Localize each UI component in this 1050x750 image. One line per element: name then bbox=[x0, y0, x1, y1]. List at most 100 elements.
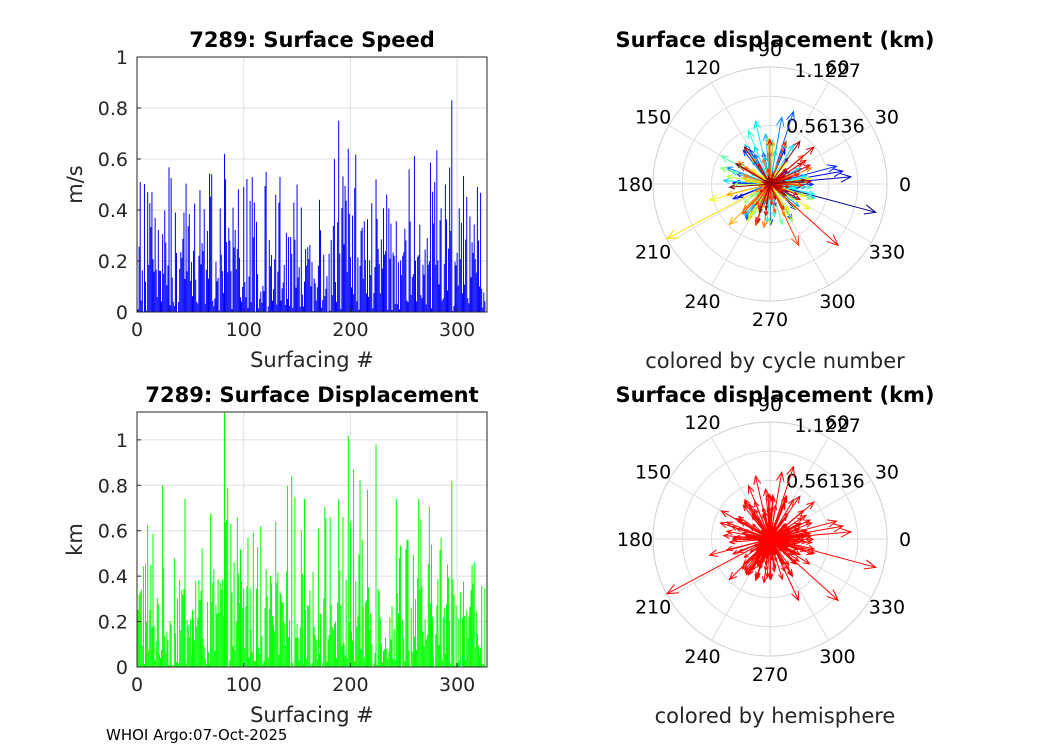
arrow-head bbox=[741, 176, 747, 181]
y-tick-label: 0.8 bbox=[98, 98, 128, 120]
x-tick-label: 300 bbox=[439, 319, 475, 341]
arrow-head bbox=[708, 194, 719, 202]
theta-label: 0 bbox=[899, 174, 911, 196]
arrow-head bbox=[799, 192, 807, 197]
chart-title: 7289: Surface Speed bbox=[189, 28, 435, 52]
arrow-head bbox=[798, 182, 805, 188]
arrow-head bbox=[807, 189, 816, 196]
arrow-head bbox=[826, 164, 838, 173]
theta-label: 270 bbox=[752, 664, 788, 686]
arrow-head bbox=[751, 515, 756, 521]
arrow-head bbox=[785, 185, 790, 189]
arrow-head bbox=[725, 529, 733, 536]
arrow-head bbox=[794, 173, 800, 178]
x-tick-label: 0 bbox=[131, 674, 143, 696]
arrow-head bbox=[793, 495, 801, 504]
displacement-arrow bbox=[769, 183, 776, 200]
displacement-arrow bbox=[769, 538, 783, 543]
arrow-head bbox=[791, 559, 798, 565]
footer-credit: WHOI Argo:07-Oct-2025 bbox=[106, 726, 288, 744]
arrow-head bbox=[769, 201, 774, 206]
x-tick-label: 200 bbox=[332, 319, 368, 341]
arrow-head bbox=[785, 540, 790, 544]
radial-tick-label: 0.56136 bbox=[786, 470, 865, 492]
arrow-head bbox=[791, 204, 798, 210]
arrow-head bbox=[793, 546, 799, 551]
arrow-head bbox=[767, 175, 771, 180]
arrow-head bbox=[786, 465, 795, 478]
arrow-head bbox=[766, 493, 773, 501]
arrow-head bbox=[798, 537, 805, 543]
displacement-arrow bbox=[666, 183, 771, 240]
displacement-arrow bbox=[769, 534, 806, 540]
displacement-arrow bbox=[769, 538, 839, 601]
arrow-head bbox=[780, 205, 785, 211]
arrow-head bbox=[728, 216, 738, 226]
arrow-head bbox=[826, 519, 838, 528]
arrow-head bbox=[839, 172, 853, 183]
y-tick-label: 0 bbox=[116, 302, 128, 324]
y-tick-label: 0.2 bbox=[98, 612, 128, 634]
displacement-arrow bbox=[769, 183, 801, 200]
arrow-head bbox=[708, 549, 719, 557]
displacement-arrow bbox=[769, 538, 801, 555]
arrow-head bbox=[778, 218, 784, 226]
displacement-arrow bbox=[769, 146, 815, 185]
x-axis-label: Surfacing # bbox=[250, 348, 374, 372]
arrow-head bbox=[766, 522, 770, 527]
displacement-arrow bbox=[769, 183, 783, 188]
y-tick-label: 0 bbox=[116, 657, 128, 679]
arrow-head bbox=[806, 549, 814, 555]
arrow-head bbox=[769, 533, 774, 538]
arrow-head bbox=[720, 510, 730, 518]
chart-title: Surface displacement (km) bbox=[615, 28, 934, 52]
arrow-head bbox=[801, 173, 808, 179]
arrow-head bbox=[747, 569, 754, 576]
arrow-head bbox=[747, 214, 754, 221]
arrow-head bbox=[753, 119, 762, 131]
arrow-head bbox=[793, 191, 799, 196]
displacement-arrow bbox=[743, 501, 771, 540]
arrow-head bbox=[770, 140, 776, 148]
theta-label: 270 bbox=[752, 309, 788, 331]
arrow-head bbox=[766, 167, 770, 172]
arrow-head bbox=[731, 549, 739, 555]
arrow-head bbox=[719, 521, 728, 529]
theta-label: 240 bbox=[684, 646, 720, 668]
arrow-head bbox=[782, 175, 787, 179]
arrow-head bbox=[767, 573, 773, 581]
arrow-head bbox=[722, 177, 730, 184]
theta-label: 210 bbox=[635, 597, 671, 619]
arrow-head bbox=[791, 235, 800, 247]
arrow-head bbox=[776, 471, 785, 482]
y-tick-label: 0.6 bbox=[98, 521, 128, 543]
arrow-head bbox=[770, 172, 774, 177]
displacement-arrow bbox=[769, 496, 801, 540]
displacement-arrow bbox=[769, 496, 774, 540]
displacement-arrow bbox=[748, 485, 771, 540]
arrow-head bbox=[832, 168, 845, 178]
arrow-head bbox=[764, 560, 769, 566]
arrow-head bbox=[665, 584, 679, 595]
displacement-arrow bbox=[769, 530, 786, 540]
chart-displacement: 0 100 200 300 0 0.2 0.4 0.6 0.8 1 7289: Surface Di… bbox=[63, 383, 488, 727]
arrow-head bbox=[761, 221, 768, 229]
displacement-arrow bbox=[769, 183, 800, 246]
arrow-head bbox=[743, 174, 749, 179]
arrow-head bbox=[751, 160, 756, 166]
arrow-head bbox=[755, 201, 760, 206]
arrow-head bbox=[763, 211, 769, 217]
theta-label: 180 bbox=[617, 529, 653, 551]
arrow-head bbox=[784, 205, 790, 211]
arrow-head bbox=[863, 559, 877, 570]
radial-tick-label: 1.1227 bbox=[794, 415, 860, 437]
arrow-head bbox=[665, 229, 679, 240]
arrow-head bbox=[758, 563, 763, 569]
arrow-head bbox=[743, 198, 749, 204]
arrow-head bbox=[755, 556, 760, 561]
displacement-arrow bbox=[742, 538, 771, 570]
theta-label: 330 bbox=[869, 242, 905, 264]
arrow-head bbox=[806, 146, 815, 155]
theta-label: 210 bbox=[635, 242, 671, 264]
chart-rose: 0 30 60 90 120 150 180 210 240 270 300 330 0.56136 1.… bbox=[615, 28, 934, 373]
